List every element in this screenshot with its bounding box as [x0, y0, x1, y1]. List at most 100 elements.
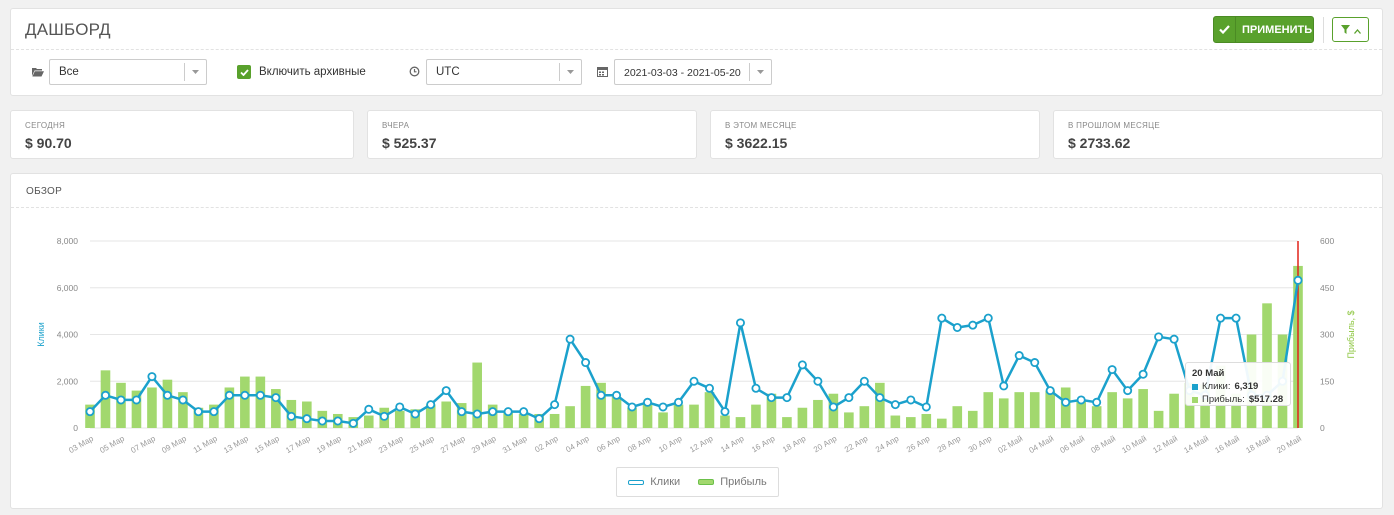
check-icon — [1214, 17, 1236, 42]
profit-bar — [936, 418, 947, 428]
overview-title: ОБЗОР — [26, 186, 63, 197]
overview-chart[interactable]: 0 2,000 4,000 6,000 8,000 0 150 300 450 600 Клики П… — [11, 174, 1382, 464]
clicks-point — [519, 407, 529, 417]
profit-bar — [565, 406, 575, 428]
profit-bar — [193, 407, 204, 428]
chevron-up-icon — [1353, 21, 1361, 39]
legend-item-clicks[interactable]: Клики — [628, 476, 680, 488]
clicks-point — [968, 320, 978, 330]
clicks-point — [488, 407, 498, 417]
x-tick-label: 16 Апр — [750, 434, 777, 455]
stat-value: $ 3622.15 — [725, 135, 788, 151]
x-tick-label: 07 Мар — [129, 434, 157, 455]
clicks-point — [828, 402, 838, 412]
clicks-point — [240, 390, 250, 400]
y2-tick-label: 600 — [1320, 236, 1334, 246]
clicks-point — [457, 407, 467, 417]
profit-bar — [998, 398, 1009, 428]
calendar-icon — [597, 66, 608, 80]
clicks-point — [689, 376, 699, 386]
x-tick-label: 24 Апр — [874, 434, 901, 455]
clicks-point — [85, 407, 95, 417]
clicks-point — [302, 414, 312, 424]
clicks-point — [859, 376, 869, 386]
x-tick-label: 04 Май — [1027, 434, 1055, 455]
x-tick-label: 19 Мар — [315, 434, 343, 455]
x-tick-label: 27 Мар — [439, 434, 467, 455]
profit-bar — [1153, 410, 1164, 428]
profit-bar — [720, 415, 730, 428]
clicks-point — [441, 386, 451, 396]
x-tick-label: 26 Апр — [905, 434, 932, 455]
date-range-select[interactable]: 2021-03-03 - 2021-05-20 — [614, 59, 772, 85]
tooltip-clicks-label: Клики: — [1202, 381, 1231, 392]
clicks-point — [1030, 358, 1040, 368]
profit-bar — [147, 387, 157, 428]
y2-tick-label: 0 — [1320, 423, 1325, 433]
x-tick-label: 13 Мар — [222, 434, 250, 455]
profit-bar — [797, 407, 808, 428]
timezone-select[interactable]: UTC — [426, 59, 582, 85]
x-tick-label: 05 Мар — [98, 434, 126, 455]
profit-bar — [425, 404, 436, 428]
include-archived-checkbox[interactable] — [237, 65, 251, 79]
campaign-select[interactable]: Все — [49, 59, 207, 85]
clicks-point — [162, 390, 172, 400]
profit-bar — [487, 404, 498, 428]
tooltip-profit-value: $517.28 — [1248, 394, 1284, 405]
clicks-point — [333, 416, 343, 426]
profit-bar — [224, 387, 235, 428]
apply-button[interactable]: ПРИМЕНИТЬ — [1213, 16, 1314, 43]
legend-item-profit[interactable]: Прибыль — [698, 476, 767, 488]
x-tick-label: 20 Апр — [812, 434, 839, 455]
clicks-point — [364, 404, 374, 414]
x-tick-label: 06 Апр — [595, 434, 622, 455]
x-tick-label: 29 Мар — [470, 434, 498, 455]
date-range-value: 2021-03-03 - 2021-05-20 — [624, 67, 741, 79]
profit-bar — [658, 412, 668, 428]
profit-bar — [1200, 384, 1210, 428]
x-tick-label: 03 Мар — [67, 434, 95, 455]
clicks-point — [751, 383, 761, 393]
clicks-point — [147, 372, 157, 382]
y-tick-label: 0 — [73, 423, 78, 433]
chevron-down-icon — [559, 63, 581, 81]
clicks-point — [348, 418, 358, 428]
stat-value: $ 525.37 — [382, 135, 437, 151]
profit-bar — [875, 382, 885, 428]
clicks-point — [612, 390, 622, 400]
profit-bar — [627, 407, 637, 428]
profit-bar — [240, 376, 250, 428]
profit-bar — [596, 382, 606, 428]
clicks-point — [983, 313, 993, 323]
profit-bar — [580, 385, 591, 428]
x-tick-label: 25 Мар — [408, 434, 436, 455]
clicks-point — [674, 397, 684, 407]
profit-bar — [1169, 393, 1179, 428]
profit-bar — [209, 404, 219, 428]
profit-bar — [394, 410, 405, 428]
overview-divider — [11, 207, 1382, 208]
clicks-point — [952, 322, 962, 332]
clicks-point — [116, 395, 126, 405]
profit-bar — [1107, 392, 1117, 428]
x-tick-label: 02 Апр — [533, 434, 560, 455]
clicks-point — [534, 414, 544, 424]
profit-bar — [967, 410, 978, 428]
profit-bar — [906, 417, 916, 428]
profit-bar — [363, 415, 374, 428]
x-tick-label: 14 Май — [1182, 434, 1210, 455]
clicks-point — [999, 381, 1009, 391]
clicks-point — [1045, 386, 1055, 396]
x-tick-label: 17 Мар — [284, 434, 312, 455]
x-tick-label: 30 Апр — [967, 434, 994, 455]
stat-card-today: СЕГОДНЯ $ 90.70 — [10, 110, 354, 159]
clicks-point — [131, 395, 141, 405]
filter-toggle-button[interactable] — [1332, 17, 1369, 42]
y-tick-label: 8,000 — [57, 236, 79, 246]
x-tick-label: 11 Мар — [192, 434, 220, 455]
tooltip-clicks-value: 6,319 — [1234, 381, 1259, 392]
x-tick-label: 18 Май — [1244, 434, 1272, 455]
clicks-point — [797, 360, 807, 370]
profit-bar — [859, 406, 870, 428]
